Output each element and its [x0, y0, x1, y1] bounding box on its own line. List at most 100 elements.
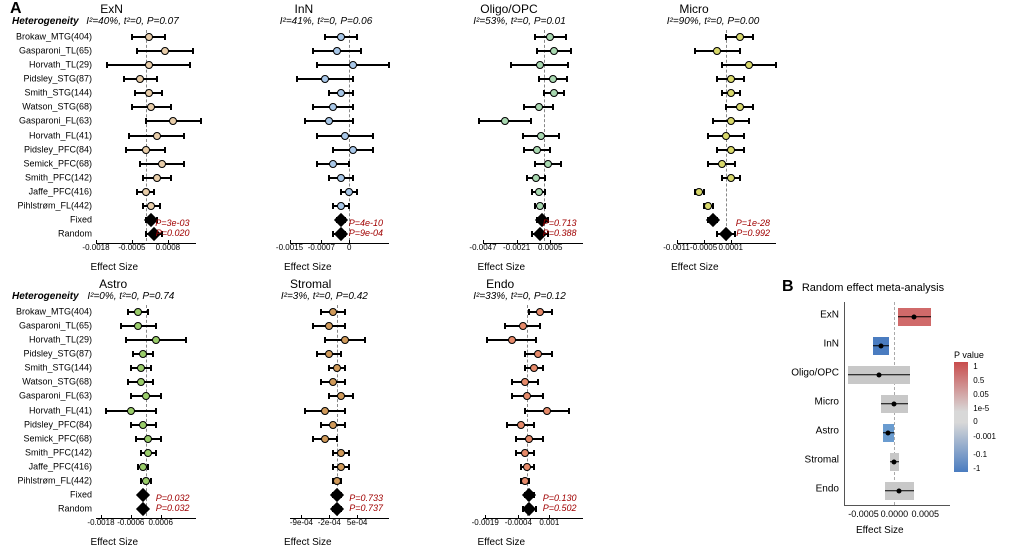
ci-cap: [316, 62, 318, 68]
ci-cap: [372, 147, 374, 153]
ci-cap: [328, 175, 330, 181]
ci-cap: [543, 90, 545, 96]
study-marker: [142, 477, 150, 485]
ci-cap: [721, 62, 723, 68]
study-marker: [329, 421, 337, 429]
study-label: Gasparoni_FL(63): [19, 117, 92, 126]
study-marker: [145, 89, 153, 97]
study-marker: [153, 132, 161, 140]
ci-cap: [147, 309, 149, 315]
ci-cap: [125, 147, 127, 153]
ci-cap: [352, 104, 354, 110]
ci-cap: [739, 48, 741, 54]
study-marker: [329, 378, 337, 386]
ci-cap: [316, 351, 318, 357]
x-axis: -0.0018-0.00060.0006: [96, 518, 196, 534]
panel-het: I²=3%, t²=0, P=0.42: [281, 291, 368, 302]
ci-cap: [155, 323, 157, 329]
study-marker: [546, 33, 554, 41]
panel-het: I²=41%, t²=0, P=0.06: [280, 16, 373, 27]
study-marker: [727, 146, 735, 154]
panel-b-tick: -0.0005: [848, 509, 879, 519]
study-marker: [333, 477, 341, 485]
ci-cap: [136, 48, 138, 54]
ci-cap: [312, 48, 314, 54]
ci-cap: [142, 203, 144, 209]
study-marker: [718, 160, 726, 168]
ci-cap: [344, 309, 346, 315]
study-label: Watson_STG(68): [22, 103, 92, 112]
study-label: Pidsley_STG(87): [23, 350, 92, 359]
ci-cap: [537, 379, 539, 385]
x-tick-mark: [161, 515, 162, 519]
ci-cap: [332, 464, 334, 470]
ci-cap: [526, 175, 528, 181]
x-tick-mark: [101, 515, 102, 519]
p-random: P=0.032: [156, 504, 190, 514]
pooled-marker: [136, 488, 150, 502]
study-marker: [521, 449, 529, 457]
ci-cap: [131, 34, 133, 40]
x-tick-mark: [131, 515, 132, 519]
plot-area: Brokaw_MTG(404)Gasparoni_TL(65)Horvath_T…: [96, 30, 196, 241]
study-marker: [530, 364, 538, 372]
study-marker: [695, 188, 703, 196]
ci-cap: [183, 161, 185, 167]
ci-cap: [147, 464, 149, 470]
meta-point: [886, 430, 891, 435]
ci-cap: [348, 161, 350, 167]
ci-cap: [192, 48, 194, 54]
ci-cap: [533, 422, 535, 428]
study-marker: [736, 103, 744, 111]
study-marker: [137, 378, 145, 386]
meta-row: InN: [845, 331, 950, 357]
ci-cap: [707, 133, 709, 139]
ci-cap: [522, 133, 524, 139]
panel-b-legend: P value 10.50.051e-50-0.001-0.1-1: [954, 350, 1016, 472]
study-label: Pidsley_STG(87): [23, 75, 92, 84]
ci-cap: [563, 90, 565, 96]
study-marker: [145, 33, 153, 41]
ci-cap: [130, 365, 132, 371]
study-marker: [544, 160, 552, 168]
study-label: Pihlstrøm_FL(442): [17, 476, 92, 485]
study-marker: [535, 188, 543, 196]
ci-cap: [139, 161, 141, 167]
x-axis-label: Effect Size: [477, 262, 525, 273]
ci-cap: [528, 309, 530, 315]
study-label: Semick_PFC(68): [23, 434, 92, 443]
ci-cap: [312, 323, 314, 329]
ci-cap: [164, 147, 166, 153]
ci-cap: [316, 133, 318, 139]
legend-tick: 1: [973, 362, 977, 371]
plot-area: Brokaw_MTG(404)Gasparoni_TL(65)Horvath_T…: [483, 30, 583, 241]
ci-cap: [536, 48, 538, 54]
legend-tick: -1: [973, 464, 980, 473]
study-marker: [536, 61, 544, 69]
study-marker: [139, 421, 147, 429]
forest-panel-inn: InNI²=41%, t²=0, P=0.06Brokaw_MTG(404)Ga…: [204, 2, 394, 273]
x-axis-label: Effect Size: [90, 262, 138, 273]
study-label: Semick_PFC(68): [23, 159, 92, 168]
pooled-marker: [719, 227, 733, 241]
ci-cap: [127, 379, 129, 385]
p-random: P=0.020: [155, 229, 189, 239]
study-marker: [325, 322, 333, 330]
panel-title: Micro: [679, 2, 708, 16]
x-tick-mark: [549, 515, 550, 519]
x-tick: -0.0004: [505, 518, 532, 527]
x-tick-mark: [550, 240, 551, 244]
ci-cap: [336, 436, 338, 442]
ci-cap: [748, 118, 750, 124]
panel-title: Stromal: [290, 277, 331, 291]
legend-tick: 1e-5: [973, 404, 989, 413]
forest-panel-stromal: StromalI²=3%, t²=0, P=0.42Brokaw_MTG(404…: [204, 277, 394, 548]
study-marker: [134, 308, 142, 316]
ci-cap: [170, 175, 172, 181]
study-marker: [534, 350, 542, 358]
panel-title: InN: [295, 2, 314, 16]
study-marker: [158, 160, 166, 168]
x-tick: -0.0021: [503, 243, 530, 252]
axis-line: [483, 243, 583, 244]
x-tick: -0.0006: [117, 518, 144, 527]
